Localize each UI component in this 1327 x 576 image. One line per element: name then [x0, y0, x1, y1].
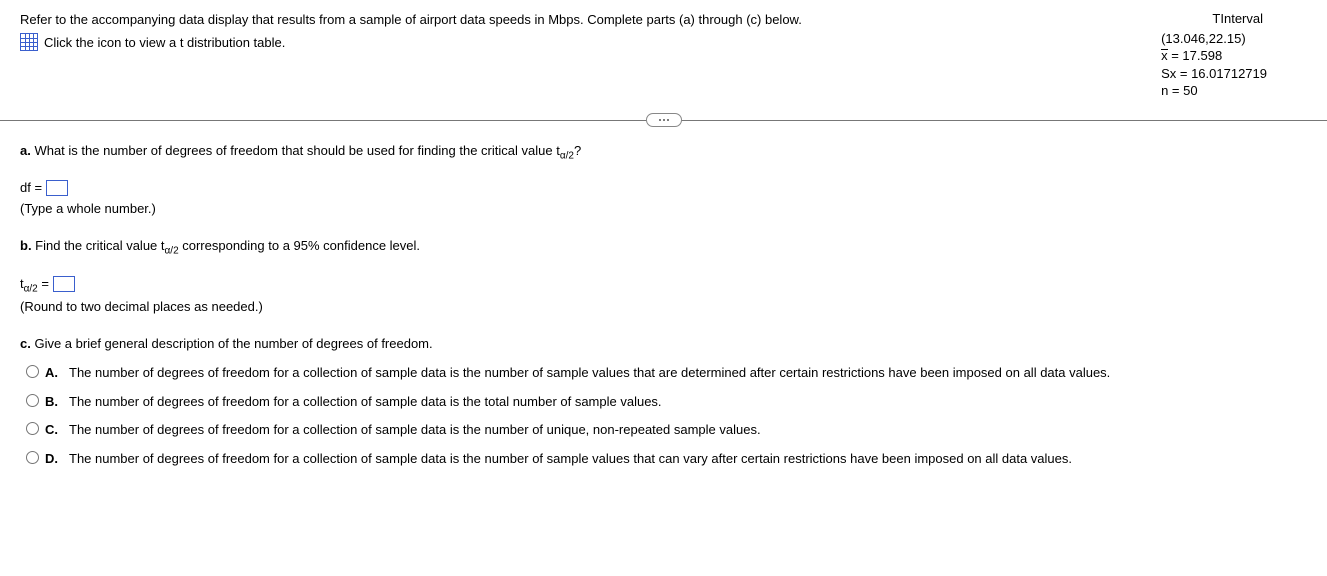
tinterval-display: TInterval (13.046,22.15) x = 17.598 Sx =…	[1161, 10, 1267, 100]
choice-letter: B.	[45, 392, 63, 413]
tinterval-sx: Sx = 16.01712719	[1161, 65, 1267, 83]
choice-text: The number of degrees of freedom for a c…	[69, 392, 662, 413]
collapse-handle[interactable]	[646, 113, 682, 127]
tinterval-n: n = 50	[1161, 82, 1267, 100]
t-table-link[interactable]: Click the icon to view a t distribution …	[20, 33, 285, 51]
choice-a[interactable]: A. The number of degrees of freedom for …	[20, 363, 1307, 384]
intro-text: Refer to the accompanying data display t…	[20, 12, 1161, 27]
section-divider	[0, 120, 1327, 121]
header-area: Refer to the accompanying data display t…	[20, 12, 1307, 100]
choice-text: The number of degrees of freedom for a c…	[69, 420, 761, 441]
part-c-question: c. Give a brief general description of t…	[20, 334, 1307, 355]
t-table-link-text: Click the icon to view a t distribution …	[44, 35, 285, 50]
intro-block: Refer to the accompanying data display t…	[20, 12, 1161, 54]
choice-c[interactable]: C. The number of degrees of freedom for …	[20, 420, 1307, 441]
talpha-input[interactable]	[53, 276, 75, 292]
df-input[interactable]	[46, 180, 68, 196]
part-c-choices: A. The number of degrees of freedom for …	[20, 363, 1307, 470]
choice-d[interactable]: D. The number of degrees of freedom for …	[20, 449, 1307, 470]
tinterval-xbar: x = 17.598	[1161, 47, 1267, 65]
part-a-input-row: df =	[20, 178, 1307, 199]
part-b-input-row: tα/2 =	[20, 274, 1307, 298]
choice-letter: D.	[45, 449, 63, 470]
part-b-instruction: (Round to two decimal places as needed.)	[20, 297, 1307, 318]
tinterval-interval: (13.046,22.15)	[1161, 30, 1267, 48]
choice-b[interactable]: B. The number of degrees of freedom for …	[20, 392, 1307, 413]
df-label: df =	[20, 180, 42, 195]
choice-b-radio[interactable]	[26, 394, 39, 407]
part-a-instruction: (Type a whole number.)	[20, 199, 1307, 220]
choice-letter: A.	[45, 363, 63, 384]
talpha-label: tα/2 =	[20, 276, 49, 291]
part-b: b. Find the critical value tα/2 correspo…	[20, 236, 1307, 318]
choice-text: The number of degrees of freedom for a c…	[69, 363, 1110, 384]
part-a-question: a. What is the number of degrees of free…	[20, 141, 1307, 165]
choice-letter: C.	[45, 420, 63, 441]
part-a: a. What is the number of degrees of free…	[20, 141, 1307, 220]
choice-c-radio[interactable]	[26, 422, 39, 435]
table-icon[interactable]	[20, 33, 38, 51]
choice-d-radio[interactable]	[26, 451, 39, 464]
part-c: c. Give a brief general description of t…	[20, 334, 1307, 470]
tinterval-title: TInterval	[1161, 10, 1267, 28]
choice-text: The number of degrees of freedom for a c…	[69, 449, 1072, 470]
part-b-question: b. Find the critical value tα/2 correspo…	[20, 236, 1307, 260]
choice-a-radio[interactable]	[26, 365, 39, 378]
